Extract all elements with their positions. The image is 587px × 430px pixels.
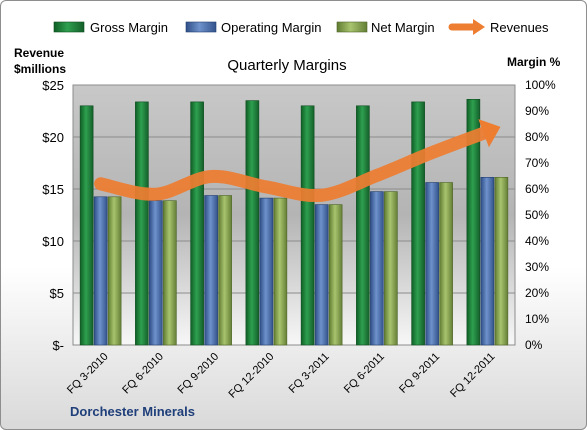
bar-net-margin: [384, 191, 398, 346]
right-tick-label: 30%: [525, 260, 549, 274]
bar-net-margin: [494, 177, 509, 346]
x-tick-label: FQ 12-2011: [448, 351, 497, 400]
right-tick-label: 100%: [525, 78, 556, 92]
bar-operating-margin: [425, 182, 439, 346]
legend-label-gross-margin: Gross Margin: [90, 20, 168, 35]
revenues-arrowhead: [478, 119, 501, 148]
right-axis-ticks: 0% 10% 20% 30% 40% 50% 60% 70% 80% 90% 100%: [525, 78, 556, 352]
legend-item-net-margin: Net Margin: [336, 20, 435, 35]
bar-operating-margin: [314, 204, 329, 346]
bar-gross-margin: [356, 105, 370, 346]
bar-operating-margin: [149, 200, 163, 346]
legend-swatch-net-margin: [336, 21, 368, 33]
bar-net-margin: [439, 182, 453, 346]
left-tick-label: $10: [42, 234, 64, 249]
revenue-line: [94, 119, 501, 203]
left-axis-title-line2: $millions: [14, 62, 66, 76]
left-tick-label: $20: [42, 130, 64, 145]
x-tick-label: FQ 3-2011: [287, 351, 332, 396]
bar-gross-margin: [300, 105, 315, 346]
company-name: Dorchester Minerals: [70, 404, 195, 419]
revenues-line: [94, 125, 494, 203]
bar-net-margin: [163, 200, 177, 346]
legend-label-revenues: Revenues: [490, 20, 549, 35]
bar-operating-margin: [480, 177, 495, 346]
right-tick-label: 60%: [525, 182, 549, 196]
x-tick-label: FQ 3-2010: [65, 351, 111, 397]
legend-label-net-margin: Net Margin: [371, 20, 435, 35]
right-tick-label: 50%: [525, 208, 549, 222]
bar-operating-margin: [93, 196, 108, 346]
x-axis-ticks: FQ 3-2010 FQ 6-2010 FQ 9-2010 FQ 12-2010 FQ …: [65, 351, 497, 401]
left-tick-label: $15: [42, 182, 64, 197]
x-tick-label: FQ 6-2011: [342, 351, 387, 396]
bar-gross-margin: [411, 101, 425, 346]
legend-item-operating-margin: Operating Margin: [185, 20, 321, 35]
bar-operating-margin: [259, 197, 274, 346]
right-tick-label: 20%: [525, 286, 549, 300]
x-tick-label: FQ 12-2010: [227, 351, 277, 401]
bar-net-margin: [328, 204, 343, 346]
bars: [79, 99, 509, 346]
bar-gross-margin: [245, 100, 260, 346]
left-tick-label: $25: [42, 78, 64, 93]
left-axis-ticks: $- $5 $10 $15 $20 $25: [42, 78, 64, 353]
legend-label-operating-margin: Operating Margin: [221, 20, 321, 35]
legend: Gross Margin Operating Margin Net Margin…: [53, 19, 549, 35]
legend-arrowhead-revenues: [473, 19, 485, 35]
bar-net-margin: [218, 195, 232, 346]
bar-gross-margin: [135, 101, 149, 346]
right-tick-label: 0%: [525, 338, 543, 352]
bar-gross-margin: [79, 105, 94, 346]
right-tick-label: 70%: [525, 156, 549, 170]
legend-swatch-operating-margin: [185, 21, 217, 33]
x-tick-label: FQ 6-2010: [120, 351, 166, 397]
bar-gross-margin: [190, 101, 204, 346]
right-tick-label: 40%: [525, 234, 549, 248]
bar-operating-margin: [370, 191, 384, 346]
bar-net-margin: [107, 196, 122, 346]
right-axis-title: Margin %: [507, 55, 561, 69]
left-tick-label: $-: [52, 338, 64, 353]
left-axis-title-line1: Revenue: [14, 46, 64, 60]
x-tick-label: FQ 9-2010: [176, 351, 222, 397]
right-tick-label: 90%: [525, 104, 549, 118]
x-tick-label: FQ 9-2011: [397, 351, 442, 396]
chart-title: Quarterly Margins: [227, 57, 346, 74]
legend-item-revenues: Revenues: [448, 19, 549, 35]
legend-item-gross-margin: Gross Margin: [53, 20, 168, 35]
bar-gross-margin: [466, 99, 481, 346]
left-tick-label: $5: [50, 286, 64, 301]
bar-net-margin: [273, 197, 288, 346]
bar-operating-margin: [204, 195, 218, 346]
right-tick-label: 10%: [525, 312, 549, 326]
legend-swatch-gross-margin: [53, 21, 85, 33]
right-tick-label: 80%: [525, 130, 549, 144]
